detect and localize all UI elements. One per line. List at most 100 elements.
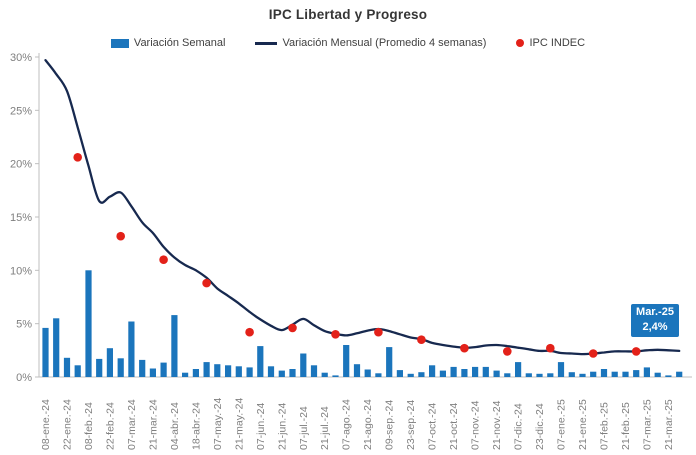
weekly-bar	[396, 370, 403, 377]
indec-dot	[588, 349, 598, 358]
x-axis-label: 21-mar.-24	[147, 399, 159, 450]
monthly-line	[44, 59, 681, 356]
weekly-bar	[85, 270, 92, 377]
chart-title: IPC Libertad y Progreso	[268, 7, 428, 22]
x-axis-label: 08-ene.-24	[40, 399, 52, 450]
weekly-bar	[182, 372, 189, 377]
indec-dot	[417, 335, 426, 345]
indec-dot	[374, 327, 383, 337]
weekly-bar	[300, 353, 307, 377]
weekly-bar	[278, 370, 285, 377]
weekly-bar	[160, 362, 167, 377]
legend-label: IPC INDEC	[529, 37, 586, 49]
weekly-bar	[504, 373, 511, 377]
weekly-bar	[536, 373, 543, 377]
indec-dot	[116, 231, 125, 241]
weekly-bar	[493, 370, 500, 377]
weekly-bar	[257, 346, 264, 377]
x-axis-label: 21-mar.-25	[663, 399, 675, 450]
x-axis-label: 07-may.-24	[212, 398, 224, 450]
weekly-bar	[225, 365, 232, 377]
y-axis-label: 20%	[10, 159, 32, 171]
indec-dot	[73, 153, 82, 162]
legend-item-variacion-semanal: Variación Semanal	[110, 37, 226, 49]
x-axis-label: 07-jul.-24	[298, 406, 310, 450]
x-axis-label: 09-sep.-24	[384, 400, 396, 450]
weekly-bar	[192, 369, 199, 377]
weekly-bar	[418, 372, 425, 377]
legend-item-variacion-mensual: Variación Mensual (Promedio 4 semanas)	[255, 37, 486, 49]
weekly-bar	[289, 369, 296, 377]
indec-dot	[503, 347, 512, 356]
weekly-bar	[386, 347, 393, 377]
weekly-bar	[74, 365, 81, 377]
weekly-bar	[128, 321, 135, 377]
line-swatch-icon	[255, 41, 278, 45]
weekly-bar	[654, 372, 661, 377]
weekly-bar	[665, 375, 672, 377]
x-axis-label: 23-sep.-24	[405, 400, 417, 450]
y-axis-label: 25%	[10, 105, 32, 117]
legend-label: Variación Mensual (Promedio 4 semanas)	[282, 37, 487, 49]
x-axis-label: 22-feb.-24	[104, 402, 116, 450]
callout-mar-25: Mar.-25 2,4%	[631, 304, 679, 337]
weekly-bar	[353, 364, 361, 377]
x-axis-label: 22-ene.-24	[62, 399, 74, 450]
weekly-bar	[590, 371, 597, 377]
weekly-bar	[214, 364, 221, 377]
weekly-bar	[267, 366, 275, 377]
callout-period: Mar.-25	[636, 306, 674, 318]
indec-dot	[202, 278, 211, 288]
weekly-bar	[375, 373, 382, 377]
weekly-bar	[63, 357, 71, 377]
x-axis-label: 21-nov.-24	[491, 400, 503, 450]
x-axis-label: 21-oct.-24	[448, 403, 460, 450]
x-axis-label: 21-may.-24	[233, 398, 245, 450]
x-axis-label: 07-dic.-24	[513, 403, 525, 450]
weekly-bar	[407, 373, 414, 377]
weekly-bar	[117, 358, 124, 377]
indec-dot	[331, 330, 340, 339]
bar-swatch-icon	[110, 38, 129, 48]
x-axis-label: 07-feb.-25	[599, 402, 611, 450]
x-axis-label: 23-dic.-24	[534, 403, 546, 450]
indec-dot	[245, 327, 254, 337]
weekly-bar	[676, 371, 683, 377]
indec-dot	[159, 255, 168, 264]
callout-value: 2,4%	[642, 321, 668, 333]
weekly-bar	[171, 315, 178, 377]
indec-dot	[288, 323, 297, 333]
weekly-bar	[310, 365, 318, 377]
weekly-bar	[622, 371, 629, 377]
x-axis-label: 21-ene.-25	[577, 399, 589, 450]
weekly-bar	[557, 362, 565, 377]
weekly-bar	[343, 345, 350, 377]
x-axis-label: 07-mar.-24	[126, 399, 138, 450]
x-axis-label: 07-ene.-25	[556, 399, 568, 450]
weekly-bar	[547, 373, 554, 377]
weekly-bar	[643, 367, 650, 377]
x-axis-label: 07-mar.-25	[641, 399, 653, 450]
weekly-bar	[611, 371, 618, 377]
weekly-bar	[461, 369, 468, 377]
weekly-bar	[439, 370, 446, 377]
weekly-bar	[429, 365, 436, 377]
legend: Variación Semanal Variación Mensual (Pro…	[0, 37, 696, 49]
x-axis-label: 07-oct.-24	[427, 403, 439, 450]
weekly-bar	[53, 318, 60, 377]
x-axis-label: 18-abr.-24	[190, 402, 202, 450]
weekly-bar	[472, 366, 479, 377]
weekly-bar	[246, 367, 253, 377]
x-axis-label: 04-abr.-24	[169, 402, 181, 450]
indec-dot	[631, 347, 641, 356]
weekly-bar	[203, 362, 210, 377]
weekly-bar	[600, 369, 608, 377]
legend-item-ipc-indec: IPC INDEC	[516, 37, 585, 49]
weekly-bar	[106, 348, 113, 377]
weekly-bar	[515, 362, 522, 377]
legend-label: Variación Semanal	[133, 37, 226, 49]
weekly-bar	[568, 372, 575, 377]
weekly-bar	[450, 366, 457, 377]
